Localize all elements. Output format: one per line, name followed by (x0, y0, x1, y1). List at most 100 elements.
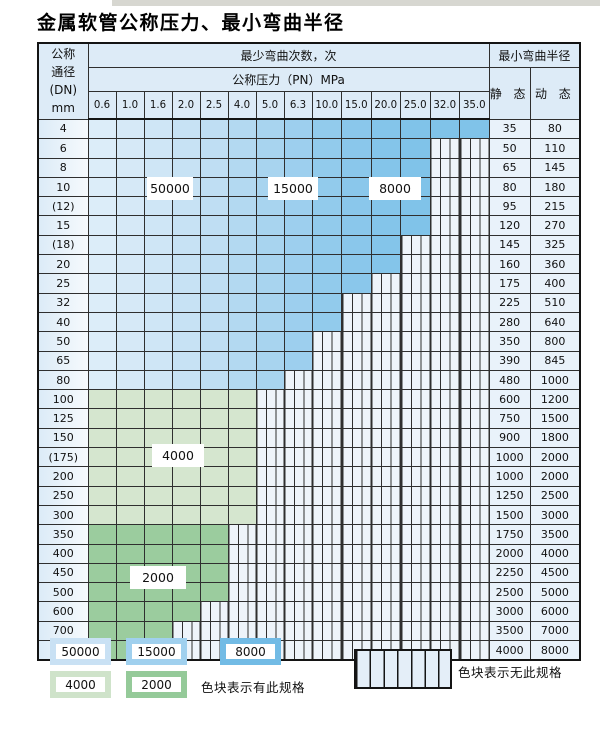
no-spec-cell (459, 254, 490, 275)
spec-available-cell (87, 524, 117, 545)
dynamic-radius-value: 800 (529, 331, 581, 352)
spec-available-cell (199, 254, 229, 275)
dynamic-radius-value: 4500 (529, 562, 581, 584)
spec-available-cell (311, 254, 342, 275)
table-row: 40 280 640 (37, 311, 581, 333)
no-spec-cell (429, 369, 460, 391)
spec-available-cell (283, 311, 313, 333)
spec-available-cell (199, 427, 229, 449)
spec-available-cell (87, 427, 117, 449)
dynamic-radius-value: 7000 (529, 620, 581, 642)
cycles-label-50000: 50000 (147, 177, 193, 200)
dynamic-radius-value: 1500 (529, 408, 581, 429)
legend-swatch-50000: 50000 (50, 638, 111, 665)
no-spec-cell (400, 466, 431, 487)
no-spec-cell (370, 543, 401, 564)
no-spec-cell (459, 331, 490, 352)
no-spec-cell (429, 138, 460, 159)
dynamic-radius-value: 3000 (529, 504, 581, 526)
spec-available-cell (227, 504, 257, 526)
static-radius-value: 65 (488, 157, 531, 178)
spec-available-cell (115, 138, 145, 159)
dn-value: 4 (37, 118, 89, 140)
no-spec-cell (429, 620, 460, 642)
no-spec-cell (429, 601, 460, 622)
spec-available-cell (341, 273, 372, 294)
dn-value: 600 (37, 601, 89, 622)
table-row: 8 65 145 (37, 157, 581, 178)
no-spec-cell (429, 292, 460, 313)
spec-available-cell (283, 196, 313, 217)
no-spec-cell (370, 562, 401, 584)
spec-available-cell (115, 234, 145, 256)
dn-value: 6 (37, 138, 89, 159)
dn-header-line: mm (51, 101, 75, 116)
spec-available-cell (115, 196, 145, 217)
static-radius-value: 1750 (488, 524, 531, 545)
spec-available-cell (87, 543, 117, 564)
dn-value: 200 (37, 466, 89, 487)
no-spec-cell (311, 524, 342, 545)
dn-value: 450 (37, 562, 89, 584)
spec-available-cell (283, 350, 313, 371)
scan-torn-corner (0, 0, 112, 7)
static-radius-value: 900 (488, 427, 531, 449)
spec-available-cell (115, 254, 145, 275)
spec-available-cell (115, 176, 145, 198)
static-radius-value: 225 (488, 292, 531, 313)
spec-available-cell (87, 447, 117, 468)
spec-available-cell (143, 215, 173, 236)
no-spec-cell (429, 196, 460, 217)
no-spec-cell (400, 524, 431, 545)
no-spec-cell (255, 447, 285, 468)
dynamic-radius-value: 2500 (529, 485, 581, 506)
dn-value: 40 (37, 311, 89, 333)
no-spec-cell (459, 485, 490, 506)
static-radius-value: 750 (488, 408, 531, 429)
spec-available-cell (199, 196, 229, 217)
spec-available-cell (199, 582, 229, 603)
no-spec-cell (459, 176, 490, 198)
table-row: 700 3500 7000 (37, 620, 581, 642)
no-spec-cell (370, 273, 401, 294)
pressure-header: 公称压力（PN）MPa (87, 67, 490, 92)
no-spec-cell (283, 524, 313, 545)
spec-available-cell (171, 601, 201, 622)
dynamic-radius-value: 270 (529, 215, 581, 236)
no-spec-cell (341, 562, 372, 584)
spec-available-cell (171, 408, 201, 429)
dn-value: 65 (37, 350, 89, 371)
spec-available-cell (311, 234, 342, 256)
no-spec-cell (311, 447, 342, 468)
no-spec-cell (429, 273, 460, 294)
static-radius-value: 350 (488, 331, 531, 352)
no-spec-cell (459, 273, 490, 294)
spec-available-cell (171, 524, 201, 545)
spec-available-cell (227, 176, 257, 198)
static-radius-value: 1000 (488, 466, 531, 487)
spec-available-cell (341, 176, 372, 198)
dynamic-radius-value: 1000 (529, 369, 581, 391)
spec-available-cell (115, 157, 145, 178)
spec-available-cell (227, 118, 257, 140)
dn-value: 8 (37, 157, 89, 178)
no-spec-cell (459, 138, 490, 159)
table-row: 80040008000 (37, 640, 581, 661)
spec-available-cell (143, 389, 173, 410)
spec-available-cell (255, 273, 285, 294)
spec-available-cell (311, 215, 342, 236)
spec-available-cell (87, 562, 117, 584)
table-row: 600 3000 6000 (37, 601, 581, 622)
no-spec-cell (227, 524, 257, 545)
table-row: (18) 145 325 (37, 234, 581, 256)
dynamic-radius-value: 1200 (529, 389, 581, 410)
legend-swatch-4000: 4000 (50, 671, 111, 698)
min-bend-radius-header: 最小弯曲半径 (488, 42, 581, 68)
static-radius-value: 1250 (488, 485, 531, 506)
no-spec-cell (370, 447, 401, 468)
no-spec-cell (459, 524, 490, 545)
dynamic-radius-value: 325 (529, 234, 581, 256)
spec-available-cell (143, 350, 173, 371)
no-spec-cell (400, 408, 431, 429)
